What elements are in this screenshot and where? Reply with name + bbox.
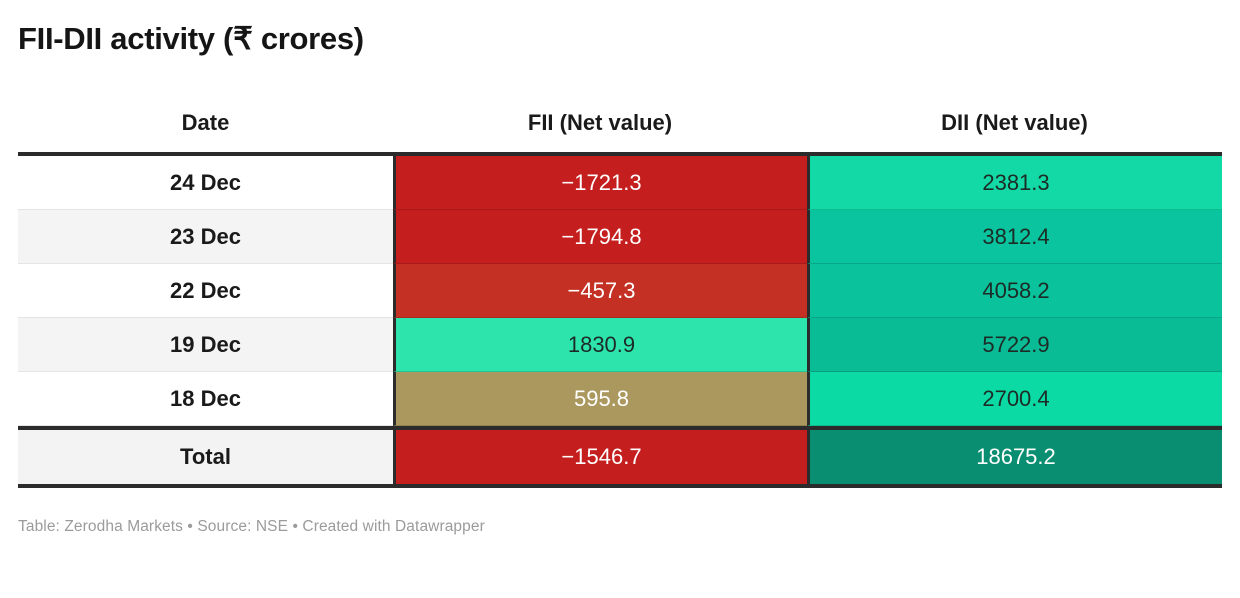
table-row: 23 Dec −1794.8 3812.4: [18, 210, 1222, 264]
attribution-footer: Table: Zerodha Markets • Source: NSE • C…: [18, 518, 485, 535]
fii-value-cell: −1721.3: [393, 156, 807, 210]
table-header-row: Date FII (Net value) DII (Net value): [18, 94, 1222, 152]
table-total-row: Total −1546.7 18675.2: [18, 426, 1222, 488]
header-dii: DII (Net value): [941, 110, 1088, 135]
date-cell: 19 Dec: [18, 318, 393, 372]
fii-value-cell: 1830.9: [393, 318, 807, 372]
fii-value-cell: −457.3: [393, 264, 807, 318]
datawrapper-table-page: FII-DII activity (₹ crores) Date FII (Ne…: [18, 21, 1222, 535]
table-row: 19 Dec 1830.9 5722.9: [18, 318, 1222, 372]
date-cell: 23 Dec: [18, 210, 393, 264]
table-row: 18 Dec 595.8 2700.4: [18, 372, 1222, 426]
date-cell: 22 Dec: [18, 264, 393, 318]
dii-value-cell: 3812.4: [807, 210, 1222, 264]
table-row: 24 Dec −1721.3 2381.3: [18, 156, 1222, 210]
dii-value-cell: 5722.9: [807, 318, 1222, 372]
header-date: Date: [181, 110, 230, 135]
total-label-cell: Total: [18, 430, 393, 484]
page-title: FII-DII activity (₹ crores): [18, 21, 364, 56]
dii-value-cell: 4058.2: [807, 264, 1222, 318]
fii-dii-table: Date FII (Net value) DII (Net value) 24 …: [18, 94, 1222, 488]
total-dii-cell: 18675.2: [807, 430, 1222, 484]
dii-value-cell: 2700.4: [807, 372, 1222, 426]
fii-value-cell: −1794.8: [393, 210, 807, 264]
total-fii-cell: −1546.7: [393, 430, 807, 484]
header-fii: FII (Net value): [527, 110, 673, 135]
dii-value-cell: 2381.3: [807, 156, 1222, 210]
table-row: 22 Dec −457.3 4058.2: [18, 264, 1222, 318]
date-cell: 24 Dec: [18, 156, 393, 210]
fii-value-cell: 595.8: [393, 372, 807, 426]
date-cell: 18 Dec: [18, 372, 393, 426]
table-body: 24 Dec −1721.3 2381.3 23 Dec −1794.8 381…: [18, 152, 1222, 488]
